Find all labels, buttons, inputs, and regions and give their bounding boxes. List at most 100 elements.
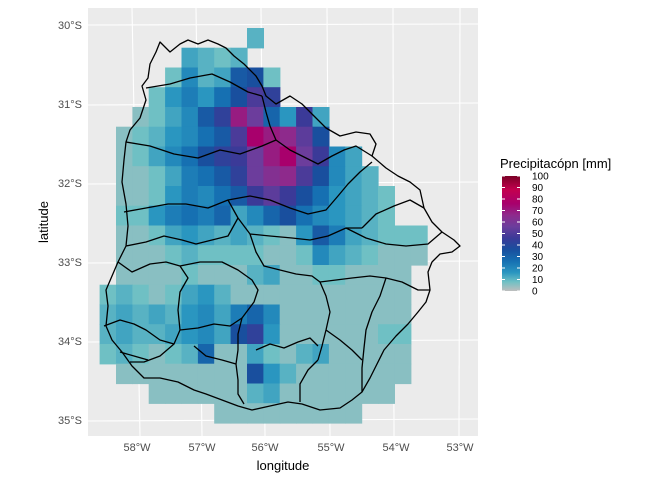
raster-cell	[214, 324, 232, 345]
raster-cell	[263, 304, 281, 325]
y-tick-label: 35°S	[58, 415, 82, 427]
raster-cell	[279, 284, 297, 306]
raster-cell	[247, 265, 264, 286]
x-axis: 58°W 57°W 56°W 55°W 54°W 53°W	[123, 442, 474, 454]
raster-cell	[230, 383, 248, 404]
legend-label: 80	[532, 195, 544, 206]
raster-cell	[296, 284, 314, 306]
raster-cell	[181, 324, 199, 345]
raster-cell	[345, 324, 363, 345]
raster-cell	[312, 284, 330, 306]
raster-cell	[296, 107, 314, 128]
raster-cell	[312, 146, 330, 167]
raster-cell	[181, 166, 199, 187]
raster-cell	[148, 126, 166, 148]
raster-cell	[279, 403, 297, 424]
raster-cell	[296, 245, 314, 266]
raster-cell	[247, 304, 264, 325]
raster-cell	[312, 166, 330, 187]
raster-cell	[328, 284, 346, 306]
raster-cell	[279, 225, 297, 246]
raster-cell	[214, 245, 232, 266]
border-canelones-sanjose	[235, 349, 245, 405]
raster-cell	[214, 107, 232, 128]
raster-cell	[312, 107, 330, 128]
raster-cell	[247, 87, 264, 108]
raster-cell	[197, 146, 215, 167]
raster-cell	[148, 324, 166, 345]
raster-cell	[312, 225, 330, 246]
raster-cell	[279, 107, 297, 128]
raster-cell	[214, 47, 232, 69]
raster-cell	[181, 107, 199, 128]
raster-cell	[197, 265, 215, 286]
raster-cell	[214, 304, 232, 325]
raster-cell	[394, 304, 412, 325]
raster-cell	[230, 186, 248, 207]
raster-cell	[116, 363, 133, 385]
raster-cell	[263, 205, 281, 227]
legend-label: 60	[532, 218, 544, 229]
raster-cell	[148, 205, 166, 227]
raster-cell	[230, 245, 248, 266]
raster-cell	[247, 403, 264, 424]
raster-cell	[279, 383, 297, 404]
border-rivera-tacuarembo	[261, 95, 373, 165]
raster-cell	[165, 324, 183, 345]
raster-cell	[312, 186, 330, 207]
raster-cell	[263, 344, 281, 365]
raster-cell	[181, 47, 199, 69]
raster-cell	[328, 166, 346, 187]
border-durazno-florida	[249, 233, 331, 361]
raster-cell	[165, 284, 183, 306]
raster-cell	[230, 126, 248, 148]
raster-cell	[296, 403, 314, 424]
legend-label: 10	[532, 275, 544, 286]
raster-cell	[214, 284, 232, 306]
raster-cell	[345, 205, 363, 227]
raster-cell	[345, 403, 363, 424]
raster-cell	[214, 363, 232, 385]
raster-cell	[296, 186, 314, 207]
graticule-lat-30	[88, 23, 478, 26]
raster-cell	[328, 363, 346, 385]
raster-cell	[230, 67, 248, 88]
legend-label: 40	[532, 241, 544, 252]
raster-cell	[165, 245, 183, 266]
legend-label: 30	[532, 252, 544, 263]
raster-cell	[345, 166, 363, 187]
raster-cell	[181, 284, 199, 306]
raster-cell	[263, 383, 281, 404]
legend-title: Precipitacópn [mm]	[500, 156, 611, 171]
raster-cell	[296, 344, 314, 365]
raster-cell	[296, 383, 314, 404]
raster-cell	[165, 265, 183, 286]
border-paysandu-rionegro	[123, 161, 373, 215]
raster-cell	[197, 47, 215, 69]
legend-label: 50	[532, 229, 544, 240]
raster-cell	[296, 304, 314, 325]
raster-cell	[132, 186, 150, 207]
raster-cell	[345, 245, 363, 266]
raster-cell	[361, 205, 379, 227]
raster-cell	[279, 205, 297, 227]
raster-cell	[378, 225, 395, 246]
raster-cell	[148, 225, 166, 246]
raster-cell	[197, 304, 215, 325]
raster-cell	[148, 304, 166, 325]
raster-cell	[132, 146, 150, 167]
raster-cell	[181, 245, 199, 266]
raster-cell	[214, 186, 232, 207]
raster-cell	[99, 344, 117, 365]
border-sanjose-west	[103, 319, 175, 345]
y-tick-label: 32°S	[58, 178, 82, 190]
raster-cell	[165, 225, 183, 246]
raster-cell	[230, 107, 248, 128]
graticule-lon-53	[458, 8, 461, 436]
x-tick-label: 57°W	[188, 442, 216, 454]
raster-cell	[263, 87, 281, 108]
raster-cell	[132, 284, 150, 306]
x-tick-label: 53°W	[446, 442, 474, 454]
raster-cell	[328, 245, 346, 266]
raster-cell	[247, 245, 264, 266]
